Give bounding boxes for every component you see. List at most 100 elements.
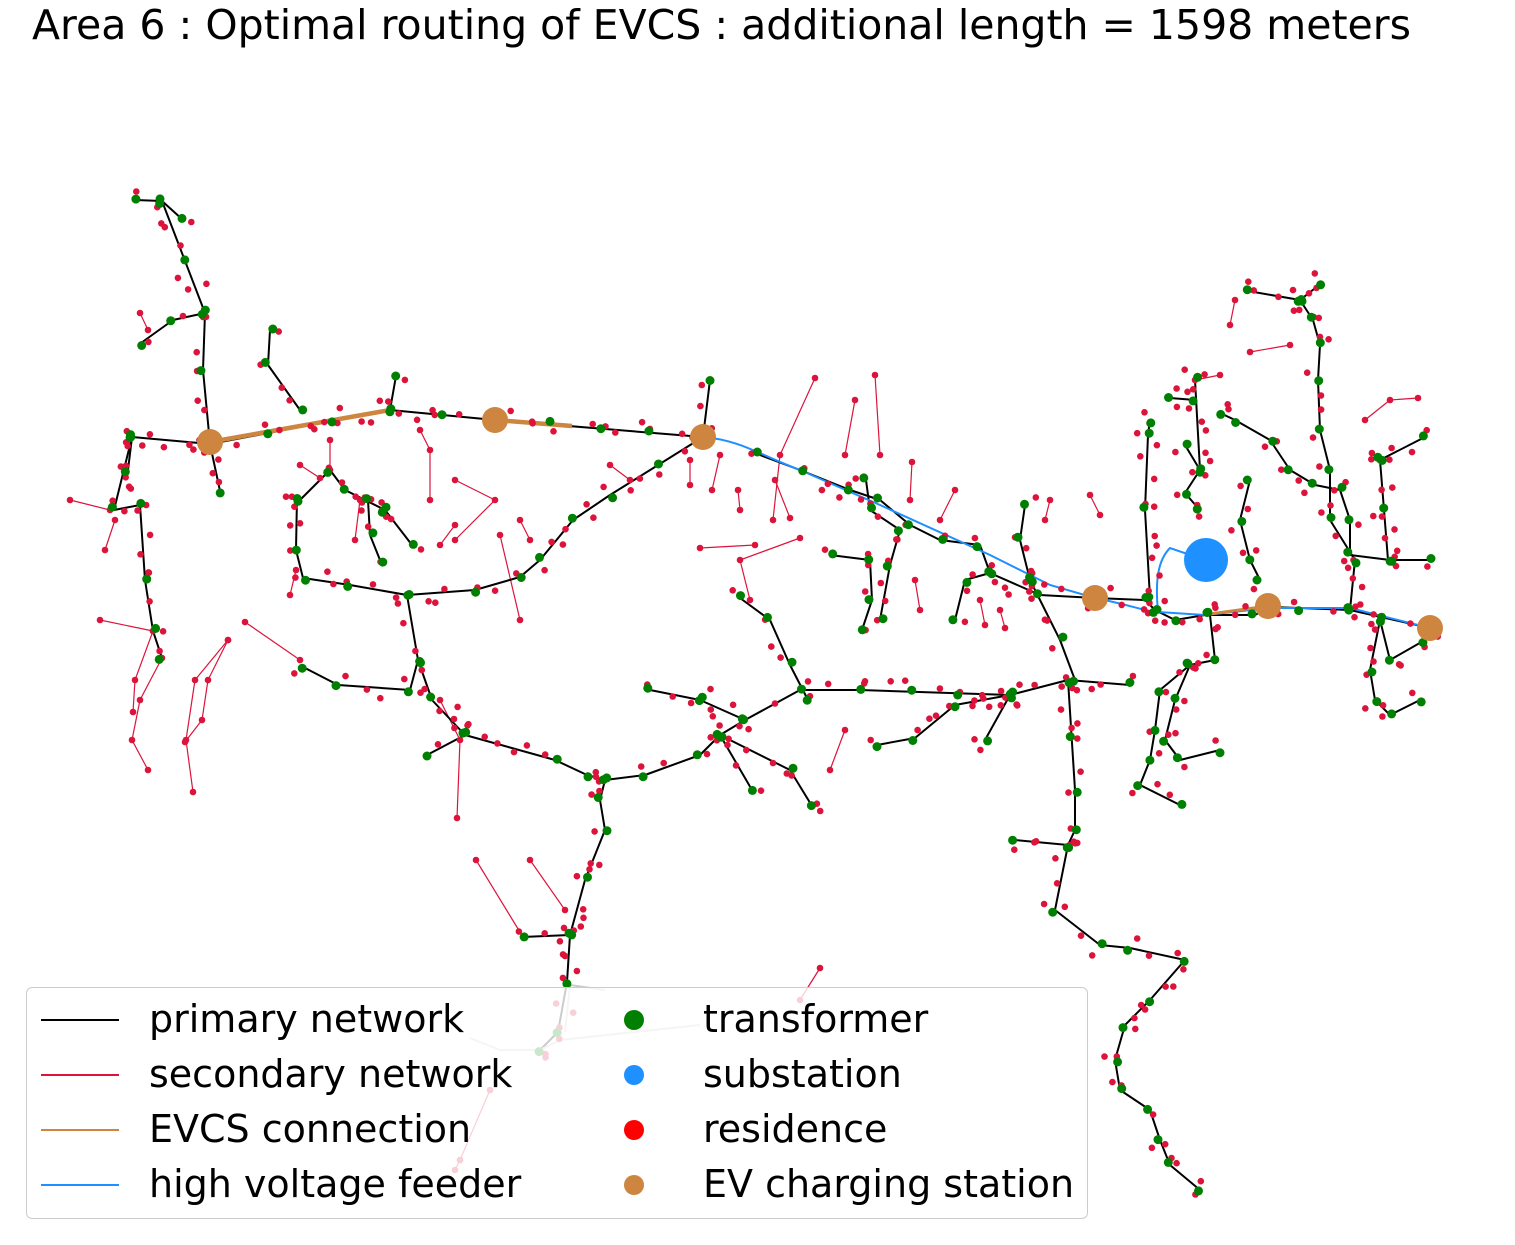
residence-marker xyxy=(580,914,587,922)
transformer-marker xyxy=(136,498,146,508)
secondary-line-17 xyxy=(1249,344,1291,353)
legend-label-evcs-connection: EVCS connection xyxy=(149,1107,472,1151)
residence-marker xyxy=(681,448,689,455)
primary-line-48 xyxy=(1019,504,1031,581)
residence-marker xyxy=(586,866,593,873)
residence-marker xyxy=(472,856,480,864)
transformer-marker xyxy=(381,502,391,512)
transformer-marker xyxy=(1069,676,1078,686)
residence-marker xyxy=(656,471,663,478)
residence-marker xyxy=(1011,846,1018,853)
residence-marker xyxy=(1361,416,1369,424)
secondary-line-30 xyxy=(939,489,956,521)
transformer-marker xyxy=(437,410,447,420)
primary-line-7 xyxy=(267,329,301,411)
transformer-marker xyxy=(137,341,147,350)
residence-marker xyxy=(590,514,597,521)
residence-marker xyxy=(769,516,777,524)
transformer-marker xyxy=(1183,659,1193,669)
residence-marker xyxy=(1162,983,1169,990)
secondary-line-45 xyxy=(1044,499,1051,521)
residence-marker xyxy=(516,616,524,624)
residence-marker xyxy=(1349,575,1357,582)
residence-marker xyxy=(1278,466,1285,474)
transformer-marker xyxy=(739,715,749,725)
residence-marker xyxy=(481,733,489,741)
residence-marker xyxy=(1195,513,1203,520)
residence-marker xyxy=(821,546,829,553)
residence-marker xyxy=(204,676,212,684)
residence-marker xyxy=(451,476,459,484)
secondary-line-4 xyxy=(99,619,154,632)
residence-marker xyxy=(1065,789,1072,796)
transformer-marker xyxy=(787,657,797,667)
residence-marker xyxy=(1368,449,1376,457)
residence-marker xyxy=(1151,617,1159,624)
transformer-marker xyxy=(1294,606,1304,616)
primary-line-35 xyxy=(1164,614,1221,761)
residence-marker xyxy=(988,562,996,569)
residence-marker xyxy=(412,647,419,655)
residence-marker xyxy=(936,516,944,524)
transformer-marker xyxy=(154,654,164,664)
residence-marker xyxy=(1109,1078,1116,1086)
residence-marker xyxy=(129,708,137,716)
residence-marker xyxy=(1058,683,1065,690)
residence-marker xyxy=(453,814,461,822)
transformer-marker xyxy=(867,503,876,513)
residence-marker xyxy=(926,715,933,722)
residence-marker xyxy=(194,397,201,405)
residence-marker xyxy=(1379,713,1386,720)
transformer-marker xyxy=(583,872,592,882)
residence-marker xyxy=(324,568,331,575)
secondary-line-32 xyxy=(439,524,456,546)
transformer-marker xyxy=(692,750,702,760)
residence-marker xyxy=(1202,427,1210,434)
residence-marker xyxy=(177,242,184,249)
primary-line-5 xyxy=(113,436,163,659)
residence-marker xyxy=(997,702,1005,709)
secondary-line-15 xyxy=(844,399,856,456)
residence-marker xyxy=(1408,448,1416,456)
residence-marker xyxy=(1031,839,1038,846)
residence-marker xyxy=(1340,557,1348,565)
residence-marker xyxy=(146,431,154,438)
residence-marker xyxy=(186,441,193,449)
legend-row-1: primary network transformer xyxy=(27,992,1087,1047)
transformer-marker xyxy=(291,545,301,555)
residence-marker xyxy=(426,496,434,504)
residence-marker xyxy=(894,536,901,543)
legend: primary network transformer secondary ne… xyxy=(26,987,1088,1219)
transformer-marker xyxy=(962,577,972,587)
residence-marker xyxy=(1378,513,1386,520)
primary-line-33 xyxy=(1379,436,1426,461)
residence-marker xyxy=(1181,763,1188,771)
secondary-line-8 xyxy=(529,859,566,911)
transformer-marker xyxy=(293,496,303,506)
primary-line-44 xyxy=(384,509,413,546)
residence-marker xyxy=(1140,606,1148,613)
residence-marker xyxy=(1231,611,1239,619)
transformer-marker xyxy=(166,316,176,326)
ev-charging-station-5 xyxy=(1255,593,1281,619)
residence-marker xyxy=(788,772,795,779)
residence-marker xyxy=(1246,348,1254,356)
transformer-marker xyxy=(180,255,190,265)
transformer-marker xyxy=(1324,465,1334,475)
residence-marker xyxy=(1049,645,1056,652)
transformer-marker xyxy=(798,466,808,476)
secondary-line-10 xyxy=(499,534,521,621)
residence-marker xyxy=(743,746,750,754)
residence-marker xyxy=(436,541,444,549)
residence-marker xyxy=(951,486,959,494)
transformer-marker xyxy=(705,376,715,385)
residence-marker xyxy=(709,713,717,720)
transformer-marker xyxy=(736,591,745,601)
residence-marker xyxy=(1074,720,1081,727)
residence-marker xyxy=(1296,306,1303,314)
residence-marker xyxy=(985,703,993,711)
residence-marker xyxy=(1097,681,1104,688)
residence-marker xyxy=(1001,584,1009,591)
residence-marker xyxy=(906,496,914,504)
